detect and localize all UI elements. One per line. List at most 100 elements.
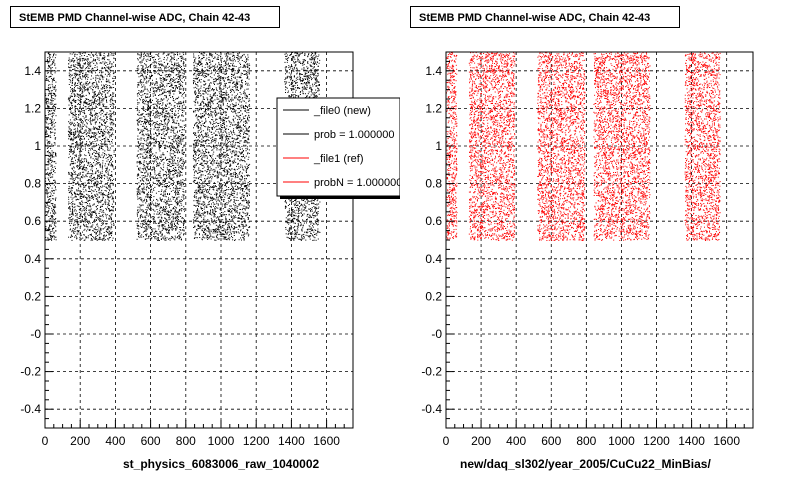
left-data-point bbox=[89, 190, 90, 192]
left-data-point bbox=[139, 54, 141, 56]
left-data-point bbox=[105, 87, 107, 89]
left-data-point bbox=[78, 64, 79, 66]
left-data-point bbox=[176, 59, 178, 61]
left-data-point bbox=[101, 110, 103, 112]
left-data-point bbox=[52, 155, 54, 157]
left-data-point bbox=[88, 211, 90, 213]
left-data-point bbox=[149, 202, 151, 204]
left-data-point bbox=[151, 76, 153, 77]
left-data-point bbox=[108, 59, 110, 61]
left-data-point bbox=[99, 102, 101, 104]
left-data-point bbox=[171, 78, 173, 80]
left-data-point bbox=[164, 157, 166, 159]
left-data-point bbox=[92, 179, 94, 181]
left-data-point bbox=[140, 142, 142, 144]
left-data-point bbox=[90, 178, 92, 180]
left-data-point bbox=[160, 193, 162, 195]
left-data-point bbox=[112, 220, 114, 222]
left-data-point bbox=[158, 72, 160, 74]
left-data-point bbox=[163, 162, 165, 164]
left-data-point bbox=[97, 174, 98, 176]
left-data-point bbox=[95, 216, 97, 218]
left-data-point bbox=[70, 130, 72, 132]
left-data-point bbox=[68, 72, 70, 74]
left-data-point bbox=[75, 178, 76, 180]
left-data-point bbox=[94, 91, 96, 92]
left-data-point bbox=[145, 97, 147, 98]
left-data-point bbox=[169, 80, 171, 82]
left-data-point bbox=[171, 127, 173, 129]
left-data-point bbox=[102, 105, 104, 106]
left-data-point bbox=[107, 163, 109, 165]
left-data-point bbox=[71, 122, 73, 124]
left-data-point bbox=[171, 125, 173, 127]
left-data-point bbox=[179, 126, 181, 128]
left-data-point bbox=[136, 110, 138, 112]
left-data-point bbox=[172, 157, 174, 159]
left-data-point bbox=[147, 73, 148, 75]
left-data-point bbox=[170, 89, 172, 91]
left-data-point bbox=[47, 151, 49, 152]
left-data-point bbox=[85, 108, 87, 110]
left-data-point bbox=[78, 177, 80, 179]
left-data-point bbox=[107, 59, 109, 61]
left-data-point bbox=[156, 104, 158, 106]
left-data-point bbox=[45, 100, 47, 102]
left-data-point bbox=[155, 90, 157, 92]
left-data-point bbox=[171, 224, 173, 226]
left-data-point bbox=[159, 124, 161, 126]
left-data-point bbox=[48, 142, 50, 144]
left-data-point bbox=[103, 212, 105, 214]
left-data-point bbox=[152, 176, 154, 178]
left-data-point bbox=[80, 70, 82, 71]
left-data-point bbox=[183, 76, 185, 78]
left-data-point bbox=[95, 78, 97, 80]
left-data-point bbox=[94, 133, 96, 135]
left-data-point bbox=[80, 191, 82, 193]
left-data-point bbox=[183, 58, 185, 60]
left-data-point bbox=[76, 54, 78, 56]
left-data-point bbox=[80, 234, 82, 236]
left-data-point bbox=[105, 194, 107, 196]
left-data-point bbox=[71, 161, 73, 163]
left-data-point bbox=[54, 180, 56, 182]
left-data-point bbox=[92, 141, 94, 143]
left-data-point bbox=[136, 224, 138, 226]
left-data-point bbox=[172, 174, 174, 176]
left-data-point bbox=[153, 196, 155, 198]
left-data-point bbox=[55, 239, 57, 241]
left-data-point bbox=[84, 145, 86, 147]
left-data-point bbox=[97, 156, 99, 158]
left-data-point bbox=[92, 91, 94, 93]
left-data-point bbox=[183, 191, 185, 193]
left-data-point bbox=[91, 120, 93, 122]
left-data-point bbox=[177, 73, 179, 75]
left-data-point bbox=[109, 143, 111, 145]
left-data-point bbox=[97, 115, 99, 117]
left-data-point bbox=[154, 232, 156, 234]
left-data-point bbox=[96, 152, 97, 154]
left-data-point bbox=[92, 96, 94, 98]
left-data-point bbox=[143, 219, 145, 221]
left-data-point bbox=[92, 83, 94, 85]
left-data-point bbox=[106, 119, 108, 120]
left-data-point bbox=[171, 179, 173, 181]
left-data-point bbox=[149, 142, 150, 144]
left-data-point bbox=[71, 157, 73, 159]
left-data-point bbox=[76, 227, 78, 229]
left-data-point bbox=[108, 169, 110, 171]
left-data-point bbox=[49, 123, 51, 124]
left-data-point bbox=[138, 121, 140, 123]
left-data-point bbox=[46, 75, 47, 77]
left-data-point bbox=[156, 213, 158, 215]
left-data-point bbox=[173, 182, 175, 184]
left-data-point bbox=[79, 97, 81, 99]
left-data-point bbox=[97, 181, 99, 183]
left-data-point bbox=[140, 205, 142, 207]
left-data-point bbox=[100, 156, 102, 158]
left-data-point bbox=[84, 176, 86, 178]
left-data-point bbox=[99, 232, 101, 233]
left-data-point bbox=[173, 79, 175, 81]
left-data-point bbox=[84, 214, 86, 216]
left-data-point bbox=[76, 190, 78, 192]
